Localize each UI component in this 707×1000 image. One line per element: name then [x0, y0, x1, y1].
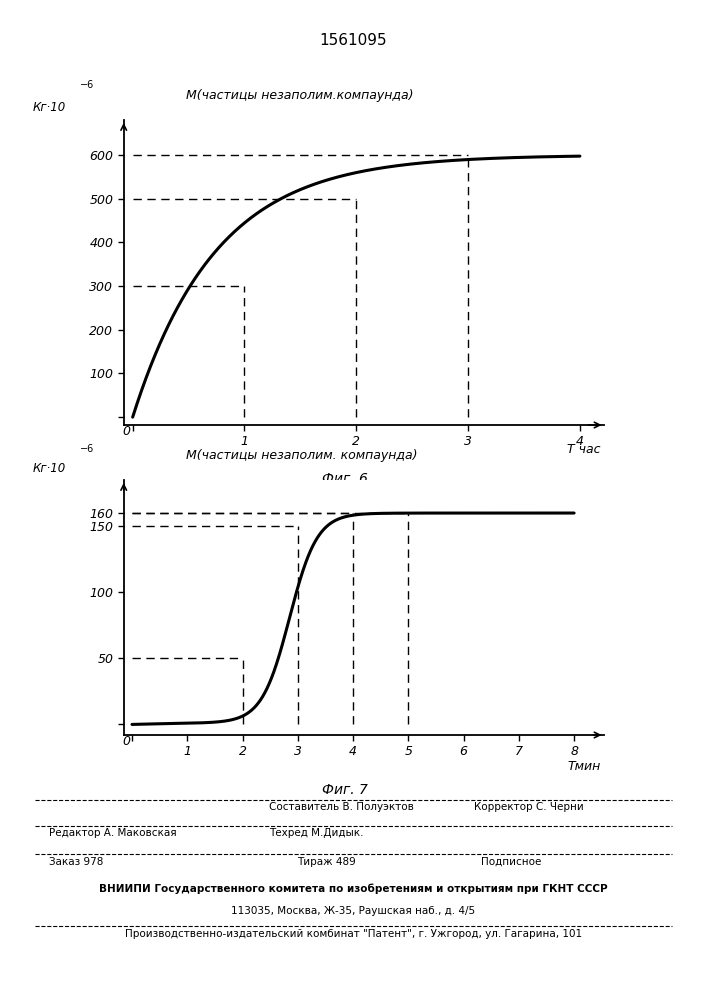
Text: М(частицы незаполим.компаунда): М(частицы незаполим.компаунда) [186, 89, 414, 102]
Text: Кг·10: Кг·10 [33, 462, 66, 475]
Text: Редактор А. Маковская: Редактор А. Маковская [49, 828, 177, 838]
Text: 0: 0 [122, 425, 131, 438]
Text: ВНИИПИ Государственного комитета по изобретениям и открытиям при ГКНТ СССР: ВНИИПИ Государственного комитета по изоб… [99, 884, 608, 894]
Text: Производственно-издательский комбинат "Патент", г. Ужгород, ул. Гагарина, 101: Производственно-издательский комбинат "П… [125, 929, 582, 939]
Text: −6: −6 [81, 444, 95, 454]
Text: 0: 0 [122, 735, 131, 748]
Text: 1561095: 1561095 [320, 33, 387, 48]
Text: 113035, Москва, Ж-35, Раушская наб., д. 4/5: 113035, Москва, Ж-35, Раушская наб., д. … [231, 906, 476, 916]
Text: Корректор С. Черни: Корректор С. Черни [474, 802, 583, 812]
Text: Фиг. 6: Фиг. 6 [322, 472, 368, 486]
Text: Заказ 978: Заказ 978 [49, 857, 104, 867]
Text: Техред М.Дидык.: Техред М.Дидык. [269, 828, 363, 838]
Text: М(частицы незаполим. компаунда): М(частицы незаполим. компаунда) [186, 449, 418, 462]
Text: Составитель В. Полуэктов: Составитель В. Полуэктов [269, 802, 414, 812]
Text: Тираж 489: Тираж 489 [297, 857, 356, 867]
Text: Подписное: Подписное [481, 857, 541, 867]
Text: Фиг. 7: Фиг. 7 [322, 783, 368, 797]
Text: −6: −6 [81, 80, 95, 90]
Text: Кг·10: Кг·10 [33, 101, 66, 114]
Text: Т час: Т час [566, 443, 600, 456]
Text: Тмин: Тмин [567, 760, 601, 773]
